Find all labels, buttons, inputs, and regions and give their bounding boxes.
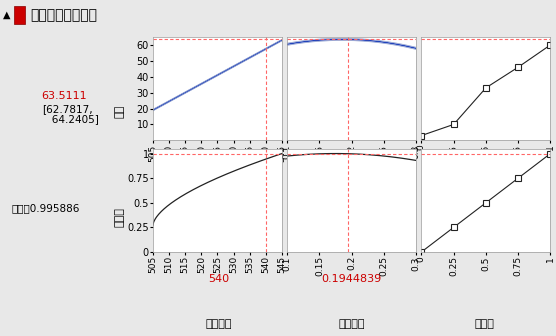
FancyBboxPatch shape: [14, 6, 25, 24]
Text: 予測プロファイル: 予測プロファイル: [31, 8, 98, 22]
Text: 540: 540: [208, 274, 230, 284]
Text: 満足度0.995886: 満足度0.995886: [11, 203, 80, 213]
Text: 0.1944839: 0.1944839: [321, 274, 382, 284]
Text: ▲: ▲: [3, 10, 10, 20]
Text: 反応温度: 反応温度: [206, 319, 232, 329]
Text: 反応時間: 反応時間: [339, 319, 365, 329]
Text: 63.5111: 63.5111: [42, 91, 87, 101]
Text: 満足度: 満足度: [115, 207, 125, 227]
Text: [62.7817,: [62.7817,: [42, 104, 92, 114]
Text: 満足度: 満足度: [474, 319, 494, 329]
Text: 収率: 収率: [115, 104, 125, 118]
Text: 64.2405]: 64.2405]: [42, 114, 98, 124]
